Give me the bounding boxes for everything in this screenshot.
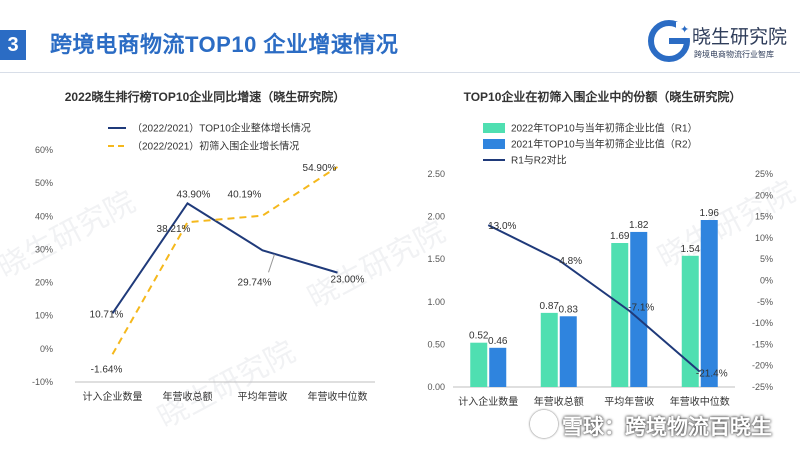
bar-data-label: 1.82 bbox=[629, 220, 649, 231]
legend-label: （2022/2021）初筛入围企业增长情况 bbox=[132, 140, 299, 153]
y-tick-label: 0% bbox=[40, 344, 53, 354]
line-data-label: -21.4% bbox=[696, 369, 728, 380]
y-tick-label: 10% bbox=[35, 311, 53, 321]
data-label: 29.74% bbox=[238, 277, 272, 288]
bar-r1 bbox=[681, 255, 699, 387]
bar-data-label: 0.52 bbox=[469, 331, 489, 342]
bar-r2 bbox=[559, 316, 577, 387]
slide-number: 3 bbox=[0, 30, 26, 60]
y-right-tick-label: 10% bbox=[755, 233, 773, 243]
line-chart-svg: 60% 50% 40% 30% 20% 10% 0% -10% 计入企业数量 年营收总额 平均年营收… bbox=[32, 122, 375, 403]
watermark-text: 雪球：跨境物流百晓生 bbox=[562, 416, 772, 439]
y-tick-label: 60% bbox=[35, 145, 53, 155]
y-left-tick-label: 0.00 bbox=[427, 382, 445, 392]
y-tick-label: 40% bbox=[35, 211, 53, 221]
y-tick-label: 20% bbox=[35, 278, 53, 288]
y-left-tick-label: 1.50 bbox=[427, 254, 445, 264]
bar-data-label: 0.87 bbox=[540, 301, 560, 312]
line-data-label: 13.0% bbox=[488, 221, 516, 232]
y-right-tick-label: 0% bbox=[760, 276, 773, 286]
line-chart-growth: 2022晓生排行榜TOP10企业同比增速（晓生研究院） 60% 50% 40% 30%… bbox=[20, 80, 390, 410]
header-divider bbox=[0, 72, 800, 73]
legend-label: （2022/2021）TOP10企业整体增长情况 bbox=[132, 122, 311, 135]
x-tick-label: 年营收总额 bbox=[534, 395, 584, 408]
x-tick-label: 平均年营收 bbox=[604, 395, 654, 408]
line-data-label: 4.8% bbox=[559, 256, 582, 267]
x-tick-label: 年营收总额 bbox=[163, 390, 213, 403]
legend-swatch bbox=[483, 123, 505, 133]
y-right-tick-label: -15% bbox=[752, 339, 773, 349]
line-data-label: -7.1% bbox=[628, 303, 654, 314]
data-label: 43.90% bbox=[177, 189, 211, 200]
slide-title: 跨境电商物流TOP10 企业增速情况 bbox=[50, 32, 399, 57]
y-right-tick-label: -25% bbox=[752, 382, 773, 392]
bar-r1 bbox=[611, 243, 629, 387]
data-label: 10.71% bbox=[90, 309, 124, 320]
x-tick-label: 平均年营收 bbox=[238, 390, 288, 403]
series-line-candidates bbox=[111, 166, 339, 355]
svg-text:✦: ✦ bbox=[680, 24, 689, 36]
legend-label: 2021年TOP10与当年初筛企业比值（R2） bbox=[511, 138, 698, 151]
bar-r1 bbox=[540, 312, 558, 387]
y-right-tick-label: -20% bbox=[752, 361, 773, 371]
y-right-tick-label: -5% bbox=[757, 297, 773, 307]
data-label: -1.64% bbox=[91, 364, 123, 375]
x-tick-label: 年营收中位数 bbox=[308, 390, 368, 403]
slide-header: 3 跨境电商物流TOP10 企业增速情况 ✦ 晓生研究院 跨境电商物流行业智库 bbox=[0, 0, 800, 75]
bar-r2 bbox=[630, 231, 648, 387]
logo: ✦ 晓生研究院 跨境电商物流行业智库 bbox=[648, 18, 788, 68]
y-left-tick-label: 0.50 bbox=[427, 339, 445, 349]
chart-title: 2022晓生排行榜TOP10企业同比增速（晓生研究院） bbox=[64, 90, 346, 104]
data-label: 54.90% bbox=[303, 163, 337, 174]
legend-label: 2022年TOP10与当年初筛企业比值（R1） bbox=[511, 122, 698, 135]
bar-r2 bbox=[700, 220, 718, 387]
y-right-tick-label: 15% bbox=[755, 212, 773, 222]
snowball-icon bbox=[530, 410, 558, 438]
bar-data-label: 0.83 bbox=[559, 304, 579, 315]
x-tick-label: 计入企业数量 bbox=[458, 395, 518, 408]
logo-g-icon: ✦ bbox=[648, 20, 690, 62]
data-label: 23.00% bbox=[331, 275, 365, 286]
y-right-tick-label: 25% bbox=[755, 169, 773, 179]
y-right-tick-label: 20% bbox=[755, 190, 773, 200]
y-right-tick-label: 5% bbox=[760, 254, 773, 264]
bar-data-label: 0.46 bbox=[488, 336, 508, 347]
bar-chart-share: TOP10企业在初筛入围企业中的份额（晓生研究院） 2.50 2.00 1.50 1.… bbox=[415, 80, 790, 410]
y-left-tick-label: 2.00 bbox=[427, 212, 445, 222]
footer-watermark: 雪球：跨境物流百晓生 bbox=[530, 410, 772, 441]
legend-swatch bbox=[483, 139, 505, 149]
logo-subtitle: 跨境电商物流行业智库 bbox=[694, 50, 774, 59]
bar-data-label: 1.69 bbox=[610, 231, 630, 242]
x-tick-label: 计入企业数量 bbox=[83, 390, 143, 403]
bar-r2 bbox=[489, 347, 507, 387]
series-line-top10 bbox=[111, 202, 338, 314]
y-tick-label: 50% bbox=[35, 178, 53, 188]
series-line-r1-vs-r2 bbox=[487, 224, 701, 373]
bar-chart-svg: 2.50 2.00 1.50 1.00 0.50 0.00 25% 20% 15% 10% 5% 0%… bbox=[427, 122, 773, 409]
label-leader-line bbox=[268, 254, 275, 273]
chart-title: TOP10企业在初筛入围企业中的份额（晓生研究院） bbox=[463, 90, 742, 104]
bar-data-label: 1.54 bbox=[681, 244, 701, 255]
bar-data-label: 1.96 bbox=[700, 208, 720, 219]
y-left-tick-label: 2.50 bbox=[427, 169, 445, 179]
data-label: 38.21% bbox=[157, 224, 191, 235]
y-tick-label: 30% bbox=[35, 244, 53, 254]
y-tick-label: -10% bbox=[32, 377, 53, 387]
logo-name: 晓生研究院 bbox=[692, 27, 788, 48]
y-right-tick-label: -10% bbox=[752, 318, 773, 328]
data-label: 40.19% bbox=[228, 190, 262, 201]
legend-label: R1与R2对比 bbox=[511, 154, 567, 167]
bar-r1 bbox=[470, 342, 488, 387]
y-left-tick-label: 1.00 bbox=[427, 297, 445, 307]
x-tick-label: 年营收中位数 bbox=[670, 395, 730, 408]
